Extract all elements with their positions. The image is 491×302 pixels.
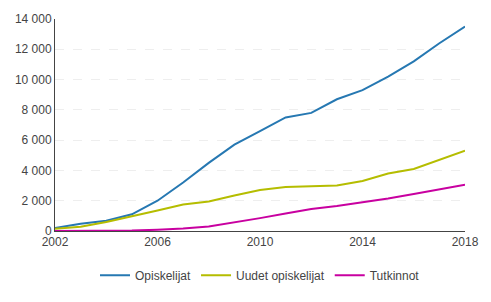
svg-text:Tutkinnot: Tutkinnot <box>370 269 420 283</box>
svg-text:2 000: 2 000 <box>22 194 52 208</box>
svg-text:10 000: 10 000 <box>15 73 52 87</box>
svg-text:0: 0 <box>45 224 52 238</box>
svg-text:2018: 2018 <box>452 235 479 249</box>
svg-text:Uudet opiskelijat: Uudet opiskelijat <box>236 269 325 283</box>
svg-text:2014: 2014 <box>349 235 376 249</box>
svg-text:2002: 2002 <box>42 235 69 249</box>
svg-text:6 000: 6 000 <box>22 133 52 147</box>
svg-text:4 000: 4 000 <box>22 164 52 178</box>
svg-text:12 000: 12 000 <box>15 42 52 56</box>
svg-text:Opiskelijat: Opiskelijat <box>135 269 191 283</box>
svg-text:2010: 2010 <box>247 235 274 249</box>
svg-text:8 000: 8 000 <box>22 103 52 117</box>
svg-text:2006: 2006 <box>144 235 171 249</box>
svg-text:14 000: 14 000 <box>15 12 52 26</box>
